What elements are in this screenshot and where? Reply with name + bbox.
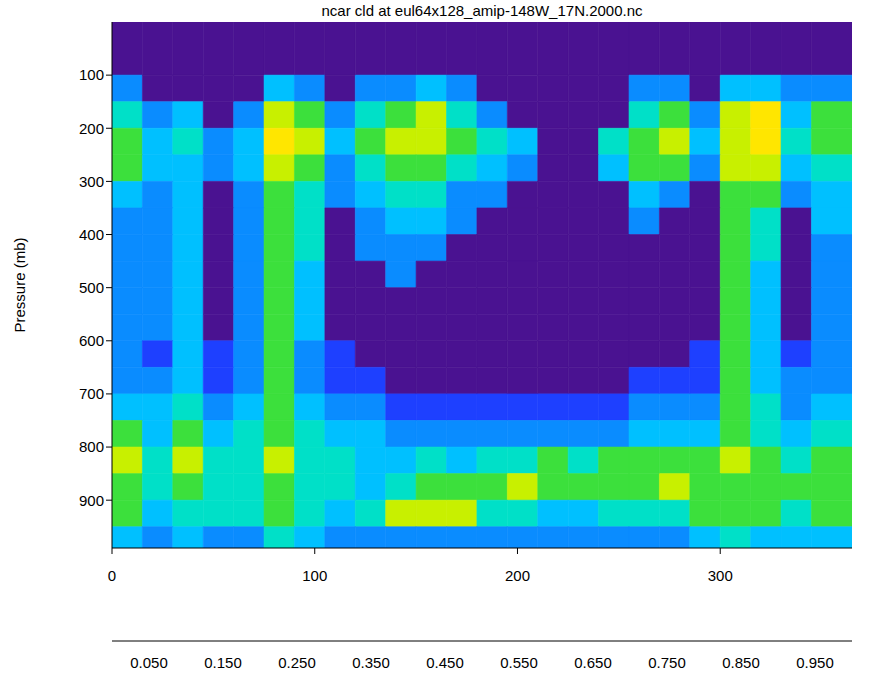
svg-text:800: 800 [79,438,104,455]
svg-text:900: 900 [79,492,104,509]
svg-text:Pressure (mb): Pressure (mb) [11,237,28,332]
svg-text:0.350: 0.350 [352,654,390,671]
svg-text:0.150: 0.150 [204,654,242,671]
svg-text:500: 500 [79,279,104,296]
svg-text:600: 600 [79,332,104,349]
svg-text:0.250: 0.250 [278,654,316,671]
svg-text:0.950: 0.950 [796,654,834,671]
svg-text:100: 100 [302,567,327,584]
svg-text:700: 700 [79,385,104,402]
html-text:ncar cld at eul64x128_amip-148: ncar cld at eul64x128_amip-148W_17N.2000… [321,2,643,19]
svg-text:0.850: 0.850 [722,654,760,671]
svg-text:0.650: 0.650 [574,654,612,671]
svg-text:0.050: 0.050 [130,654,168,671]
svg-text:100: 100 [79,66,104,83]
svg-text:0.450: 0.450 [426,654,464,671]
svg-text:0: 0 [108,567,116,584]
svg-text:300: 300 [708,567,733,584]
svg-text:0.750: 0.750 [648,654,686,671]
svg-text:300: 300 [79,173,104,190]
svg-text:200: 200 [505,567,530,584]
svg-text:200: 200 [79,120,104,137]
svg-text:0.550: 0.550 [500,654,538,671]
svg-text:400: 400 [79,226,104,243]
